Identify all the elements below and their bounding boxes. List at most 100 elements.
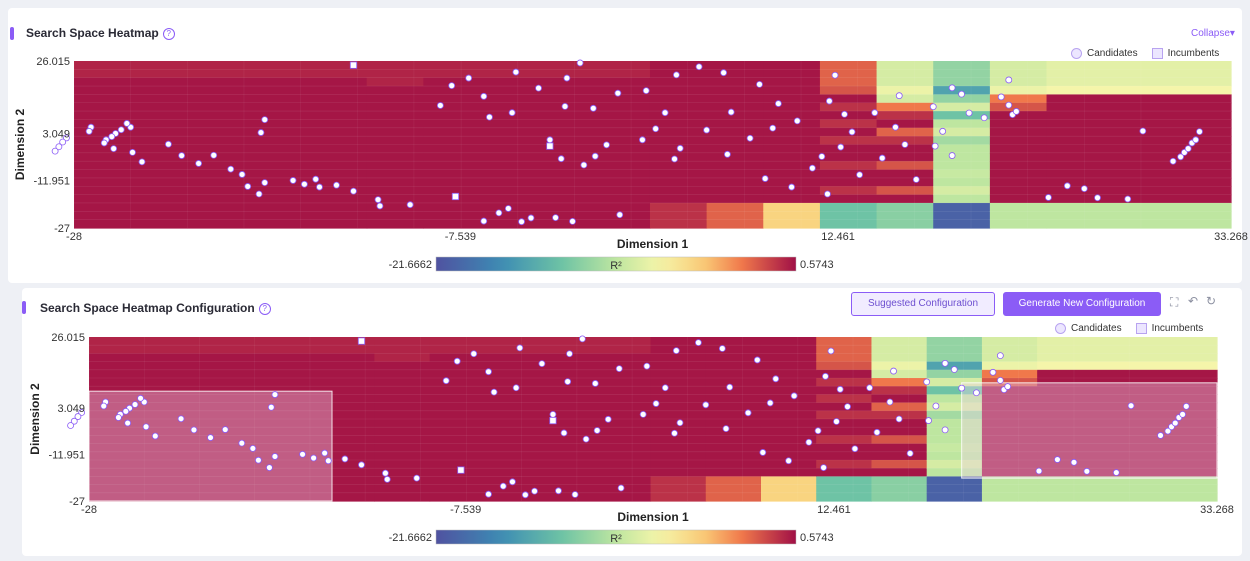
candidate-point[interactable] xyxy=(589,104,597,112)
candidate-point[interactable] xyxy=(772,375,780,383)
candidate-point[interactable] xyxy=(652,400,660,407)
candidate-point[interactable] xyxy=(941,359,949,367)
candidate-point[interactable] xyxy=(117,126,125,134)
candidate-point[interactable] xyxy=(808,164,816,172)
candidate-point[interactable] xyxy=(702,401,710,409)
candidate-point[interactable] xyxy=(965,109,973,117)
candidate-point[interactable] xyxy=(129,148,136,156)
candidate-point[interactable] xyxy=(124,419,132,427)
candidate-point[interactable] xyxy=(672,347,680,355)
candidate-point[interactable] xyxy=(866,384,874,392)
candidate-point[interactable] xyxy=(255,190,263,198)
candidate-point[interactable] xyxy=(1070,458,1078,466)
candidate-point[interactable] xyxy=(561,103,569,110)
candidate-point[interactable] xyxy=(788,183,796,191)
candidate-point[interactable] xyxy=(824,190,831,198)
candidate-point[interactable] xyxy=(1005,101,1013,109)
candidate-point[interactable] xyxy=(958,384,966,392)
candidate-point[interactable] xyxy=(756,80,763,88)
candidate-point[interactable] xyxy=(480,217,488,225)
candidate-point[interactable] xyxy=(661,384,669,392)
candidate-point[interactable] xyxy=(569,217,576,225)
candidate-point[interactable] xyxy=(958,90,965,98)
candidate-point[interactable] xyxy=(321,449,329,457)
candidate-point[interactable] xyxy=(521,491,529,499)
candidate-point[interactable] xyxy=(873,428,881,436)
candidate-point[interactable] xyxy=(74,413,82,420)
candidate-point[interactable] xyxy=(851,445,859,453)
candidate-point[interactable] xyxy=(485,490,492,498)
candidate-point[interactable] xyxy=(138,158,146,166)
candidate-point[interactable] xyxy=(925,417,932,424)
candidate-point[interactable] xyxy=(996,352,1004,360)
candidate-point[interactable] xyxy=(727,108,735,116)
candidate-point[interactable] xyxy=(55,143,63,151)
candidate-point[interactable] xyxy=(316,183,323,191)
candidate-point[interactable] xyxy=(300,180,308,188)
candidate-point[interactable] xyxy=(257,129,265,136)
candidate-point[interactable] xyxy=(210,151,218,159)
candidate-point[interactable] xyxy=(442,377,450,385)
candidate-point[interactable] xyxy=(1196,128,1203,136)
candidate-point[interactable] xyxy=(892,123,899,131)
candidate-point[interactable] xyxy=(376,202,384,210)
candidate-point[interactable] xyxy=(950,366,958,373)
candidate-point[interactable] xyxy=(299,450,306,458)
candidate-point[interactable] xyxy=(580,161,588,169)
candidate-point[interactable] xyxy=(1182,402,1190,410)
candidate-point[interactable] xyxy=(759,449,767,456)
candidate-point[interactable] xyxy=(1184,145,1192,153)
candidate-point[interactable] xyxy=(59,138,67,146)
candidate-point[interactable] xyxy=(1054,456,1061,463)
candidate-point[interactable] xyxy=(827,347,835,355)
candidate-point[interactable] xyxy=(886,398,894,406)
candidate-point[interactable] xyxy=(195,160,203,167)
candidate-point[interactable] xyxy=(1094,194,1101,202)
candidate-point[interactable] xyxy=(591,380,599,387)
candidate-point[interactable] xyxy=(1035,467,1043,475)
candidate-point[interactable] xyxy=(453,357,461,365)
candidate-point[interactable] xyxy=(1171,419,1179,427)
candidate-point[interactable] xyxy=(948,152,956,159)
candidate-point[interactable] xyxy=(761,175,769,182)
help-icon[interactable]: ? xyxy=(162,28,175,40)
candidate-point[interactable] xyxy=(726,383,734,391)
candidate-point[interactable] xyxy=(254,456,262,464)
candidate-point[interactable] xyxy=(923,378,931,386)
candidate-point[interactable] xyxy=(1063,182,1071,190)
candidate-point[interactable] xyxy=(486,113,493,121)
candidate-point[interactable] xyxy=(244,183,252,190)
incumbent-point[interactable] xyxy=(451,192,460,201)
candidate-point[interactable] xyxy=(614,89,622,97)
candidate-point[interactable] xyxy=(661,109,669,117)
candidate-point[interactable] xyxy=(642,87,650,95)
candidate-point[interactable] xyxy=(480,92,488,100)
candidate-point[interactable] xyxy=(941,426,949,434)
candidate-point[interactable] xyxy=(70,417,78,425)
candidate-point[interactable] xyxy=(564,378,572,385)
help-icon[interactable]: ? xyxy=(258,303,271,315)
candidate-point[interactable] xyxy=(673,71,680,79)
selection-region[interactable] xyxy=(961,382,1218,479)
candidate-point[interactable] xyxy=(769,124,777,132)
candidate-point[interactable] xyxy=(1080,185,1088,193)
incumbent-point[interactable] xyxy=(349,61,358,69)
candidate-point[interactable] xyxy=(652,125,660,133)
candidate-point[interactable] xyxy=(639,136,646,144)
candidate-point[interactable] xyxy=(695,339,702,347)
candidate-point[interactable] xyxy=(207,434,214,441)
candidate-point[interactable] xyxy=(912,176,920,183)
candidate-point[interactable] xyxy=(793,117,801,125)
candidate-point[interactable] xyxy=(566,350,573,358)
candidate-point[interactable] xyxy=(271,453,279,460)
candidate-point[interactable] xyxy=(615,365,623,372)
candidate-point[interactable] xyxy=(785,457,793,465)
candidate-point[interactable] xyxy=(901,141,909,148)
candidate-point[interactable] xyxy=(856,171,863,179)
candidate-point[interactable] xyxy=(639,410,647,418)
candidate-point[interactable] xyxy=(123,120,131,127)
candidate-point[interactable] xyxy=(831,71,839,79)
candidate-point[interactable] xyxy=(1139,127,1147,135)
candidate-point[interactable] xyxy=(931,142,939,150)
candidate-point[interactable] xyxy=(997,93,1005,101)
